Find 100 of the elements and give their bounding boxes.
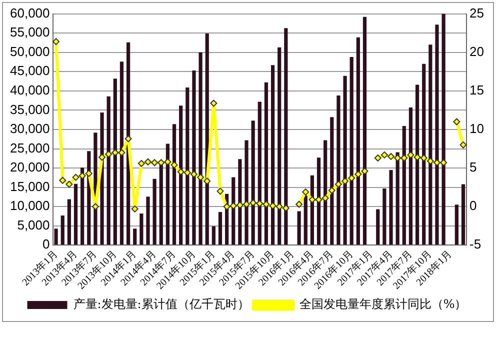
- point: [52, 38, 60, 46]
- bar: [198, 52, 202, 245]
- bar: [396, 152, 400, 245]
- point: [308, 196, 316, 204]
- point: [453, 118, 460, 126]
- bar: [192, 70, 196, 245]
- bar: [402, 126, 406, 245]
- y-tick-label: 15,000: [10, 178, 50, 194]
- bar: [146, 196, 150, 245]
- point: [105, 150, 112, 158]
- bar: [238, 159, 242, 245]
- point: [348, 174, 356, 182]
- point: [72, 174, 80, 181]
- bar: [297, 211, 301, 245]
- y-tick-label: 10,000: [10, 198, 50, 214]
- point: [184, 169, 191, 176]
- y2-tick-label: 20: [470, 44, 484, 59]
- bar: [67, 199, 71, 245]
- point: [124, 135, 132, 142]
- point: [210, 100, 218, 107]
- y2-tick-label: 5: [470, 160, 477, 175]
- bar: [415, 84, 420, 245]
- y2-tick-label: 15: [470, 82, 484, 98]
- bar: [258, 102, 262, 245]
- bar: [74, 184, 78, 245]
- bar: [408, 108, 413, 245]
- point: [342, 178, 349, 185]
- point: [92, 203, 99, 210]
- bar: [80, 168, 84, 245]
- y-tick-label: 0: [42, 236, 50, 252]
- bar: [244, 140, 248, 245]
- y2-tick-label: 10: [470, 121, 484, 136]
- bar: [60, 215, 64, 245]
- legend-label: 全国发电量年度累计同比（%）: [299, 297, 467, 312]
- bar: [133, 228, 137, 245]
- bar: [356, 37, 360, 245]
- point: [236, 202, 244, 209]
- y2-tick-label: 0: [470, 198, 477, 214]
- bar: [316, 158, 321, 245]
- point: [151, 159, 158, 166]
- point: [460, 141, 467, 148]
- bar: [186, 87, 190, 245]
- bar: [270, 65, 275, 245]
- point: [374, 154, 382, 162]
- bar: [343, 76, 347, 245]
- point: [230, 202, 237, 210]
- point: [328, 186, 336, 194]
- bar: [140, 214, 144, 245]
- point: [256, 200, 264, 208]
- bar: [120, 62, 124, 245]
- point: [440, 159, 448, 166]
- bar: [152, 178, 156, 245]
- bar: [218, 212, 222, 245]
- y-tick-label: 45,000: [10, 63, 50, 78]
- point: [354, 170, 362, 178]
- bar: [251, 120, 255, 245]
- point: [177, 168, 184, 176]
- bar: [54, 228, 58, 245]
- y-tick-label: 50,000: [10, 44, 50, 59]
- y-tick-label: 20,000: [10, 160, 50, 175]
- point: [276, 203, 283, 210]
- point: [302, 188, 310, 196]
- bar: [278, 47, 282, 245]
- bar: [382, 188, 386, 245]
- bar: [461, 184, 466, 245]
- y-tick-label: 60,000: [10, 5, 50, 20]
- bar: [324, 140, 328, 245]
- bar: [350, 56, 354, 245]
- point: [426, 158, 434, 165]
- bar: [284, 28, 288, 245]
- point: [361, 168, 368, 175]
- bar: [264, 82, 268, 245]
- point: [296, 200, 303, 208]
- bar: [454, 204, 458, 245]
- bar: [336, 96, 340, 245]
- bar: [106, 96, 110, 245]
- point: [262, 200, 270, 208]
- point: [315, 196, 322, 204]
- point: [85, 170, 92, 177]
- point: [170, 161, 178, 168]
- bar: [113, 78, 117, 245]
- point: [216, 188, 224, 195]
- point: [138, 160, 145, 167]
- bar: [179, 106, 183, 245]
- y-tick-label: 55,000: [10, 24, 50, 40]
- y-tick-label: 30,000: [10, 121, 50, 136]
- point: [433, 159, 440, 166]
- point: [66, 180, 73, 188]
- point: [98, 154, 106, 161]
- point: [112, 149, 119, 156]
- point: [250, 199, 257, 206]
- point: [204, 178, 211, 185]
- y-tick-label: 35,000: [10, 102, 50, 117]
- y-tick-label: 5,000: [17, 217, 50, 232]
- bar: [159, 162, 163, 245]
- bar: [362, 16, 367, 245]
- y2-tick-label: 25: [470, 5, 484, 20]
- point: [78, 172, 86, 180]
- bar: [376, 209, 380, 245]
- y2-tick-label: -5: [470, 236, 482, 252]
